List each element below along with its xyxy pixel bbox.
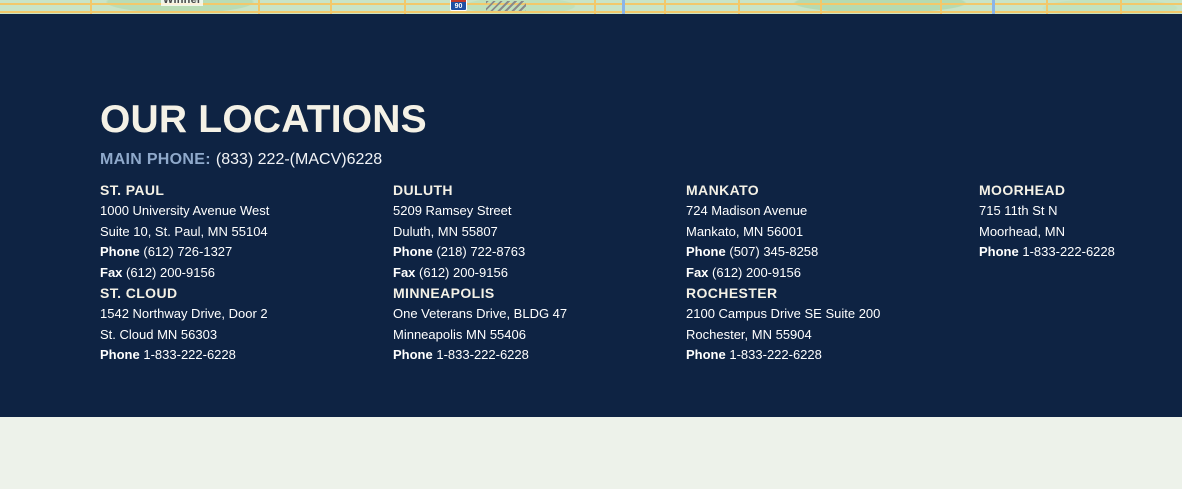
location-contact-row: Phone 1-833-222-6228 <box>979 242 1182 263</box>
locations-column: ST. PAUL 1000 University Avenue West Suite… <box>100 180 393 366</box>
locations-columns: ST. PAUL 1000 University Avenue West Suite… <box>100 180 1182 366</box>
contact-label: Fax <box>686 264 709 280</box>
location-contact-row: Fax (612) 200-9156 <box>100 263 393 284</box>
location-address-line: 1000 University Avenue West <box>100 203 270 218</box>
map-water-feature <box>992 0 995 14</box>
location-block: MOORHEAD 715 11th St N Moorhead, MN Phone 1… <box>979 180 1182 263</box>
contact-label: Phone <box>100 244 140 259</box>
map-road-vertical <box>940 0 942 14</box>
location-address-line: One Veterans Drive, BLDG 47 <box>393 306 568 321</box>
contact-value[interactable]: (612) 200-9156 <box>419 264 508 280</box>
location-address-line: Duluth, MN 55807 <box>393 223 498 239</box>
map-road-vertical <box>820 0 822 14</box>
contact-value[interactable]: (612) 726-1327 <box>143 244 233 259</box>
locations-column: DULUTH 5209 Ramsey Street Duluth, MN 55807… <box>393 180 686 366</box>
location-contact-row: Fax (612) 200-9156 <box>393 263 686 284</box>
location-block: MINNEAPOLIS One Veterans Drive, BLDG 47 Mi… <box>393 283 686 366</box>
contact-label: Phone <box>393 347 433 362</box>
locations-column: MOORHEAD 715 11th St N Moorhead, MN Phone 1… <box>979 180 1182 366</box>
contact-value[interactable]: 1-833-222-6228 <box>1022 244 1115 259</box>
location-block: ST. PAUL 1000 University Avenue West Suite… <box>100 180 393 283</box>
location-name: ROCHESTER <box>686 285 778 301</box>
location-address-line: St. Cloud MN 56303 <box>100 326 218 342</box>
map-road-vertical <box>1046 0 1048 14</box>
map-highway-number: 90 <box>454 3 463 10</box>
page-title: OUR LOCATIONS <box>100 98 427 141</box>
contact-label: Fax <box>393 264 416 280</box>
contact-value[interactable]: 1-833-222-6228 <box>143 347 236 362</box>
map-city-label-winner: Winner <box>161 0 204 6</box>
map-road-vertical <box>594 0 596 14</box>
main-phone-row: MAIN PHONE: (833) 222-(MACV)6228 <box>100 149 382 171</box>
location-address-line: 1542 Northway Drive, Door 2 <box>100 306 268 321</box>
location-block: ROCHESTER 2100 Campus Drive SE Suite 200 R… <box>686 283 979 366</box>
location-name: DULUTH <box>393 182 453 198</box>
location-name: ST. PAUL <box>100 182 165 198</box>
location-address-line: 2100 Campus Drive SE Suite 200 <box>686 306 881 321</box>
location-address-line: Mankato, MN 56001 <box>686 223 804 239</box>
map-boundary-dashed-line <box>486 1 526 11</box>
contact-value[interactable]: 1-833-222-6228 <box>729 347 822 362</box>
contact-value[interactable]: (218) 722-8763 <box>436 244 526 259</box>
map-road-vertical <box>404 0 406 14</box>
location-name: MOORHEAD <box>979 182 1066 198</box>
location-address-line: Suite 10, St. Paul, MN 55104 <box>100 223 268 239</box>
location-address-line: 724 Madison Avenue <box>686 203 808 218</box>
contact-label: Fax <box>100 264 123 280</box>
map-road-vertical <box>90 0 92 14</box>
location-block: ST. CLOUD 1542 Northway Drive, Door 2 St. … <box>100 283 393 366</box>
location-contact-row: Phone 1-833-222-6228 <box>100 345 393 366</box>
main-phone-label: MAIN PHONE: <box>100 151 211 168</box>
map-water-feature <box>622 0 625 14</box>
map-highway-shield-icon: 90 <box>450 0 467 11</box>
location-name: ST. CLOUD <box>100 285 178 301</box>
contact-label: Phone <box>979 244 1019 259</box>
location-block: MANKATO 724 Madison Avenue Mankato, MN 560… <box>686 180 979 283</box>
contact-label: Phone <box>686 244 726 259</box>
locations-column: MANKATO 724 Madison Avenue Mankato, MN 560… <box>686 180 979 366</box>
map-road-horizontal <box>0 11 1182 13</box>
location-address-line: 5209 Ramsey Street <box>393 203 512 218</box>
map-road-vertical <box>258 0 260 14</box>
map-road-horizontal <box>0 3 1182 5</box>
location-contact-row: Phone (507) 345-8258 <box>686 242 979 263</box>
location-contact-row: Phone (218) 722-8763 <box>393 242 686 263</box>
main-phone-value[interactable]: (833) 222-(MACV)6228 <box>215 151 383 168</box>
location-contact-row: Fax (612) 200-9156 <box>686 263 979 284</box>
contact-value[interactable]: (612) 200-9156 <box>126 264 215 280</box>
map-road-vertical <box>1120 0 1122 14</box>
contact-label: Phone <box>686 347 726 362</box>
map-strip[interactable]: 90 Winner <box>0 0 1182 14</box>
location-name: MANKATO <box>686 182 760 198</box>
map-road-vertical <box>330 0 332 14</box>
map-road-vertical <box>664 0 666 14</box>
location-address-line: Rochester, MN 55904 <box>686 326 812 342</box>
contact-label: Phone <box>393 244 433 259</box>
contact-value[interactable]: (507) 345-8258 <box>729 244 819 259</box>
location-contact-row: Phone (612) 726-1327 <box>100 242 393 263</box>
location-address-line: Minneapolis MN 55406 <box>393 326 526 342</box>
contact-label: Phone <box>100 347 140 362</box>
contact-value[interactable]: 1-833-222-6228 <box>436 347 529 362</box>
location-contact-row: Phone 1-833-222-6228 <box>686 345 979 366</box>
locations-footer-section: OUR LOCATIONS MAIN PHONE: (833) 222-(MACV… <box>0 14 1182 417</box>
location-address-line: 715 11th St N <box>979 203 1058 218</box>
map-road-vertical <box>738 0 740 14</box>
location-address-line: Moorhead, MN <box>979 223 1065 239</box>
location-name: MINNEAPOLIS <box>393 285 495 301</box>
lower-content-band <box>0 417 1182 489</box>
contact-value[interactable]: (612) 200-9156 <box>712 264 801 280</box>
location-block: DULUTH 5209 Ramsey Street Duluth, MN 55807… <box>393 180 686 283</box>
location-contact-row: Phone 1-833-222-6228 <box>393 345 686 366</box>
